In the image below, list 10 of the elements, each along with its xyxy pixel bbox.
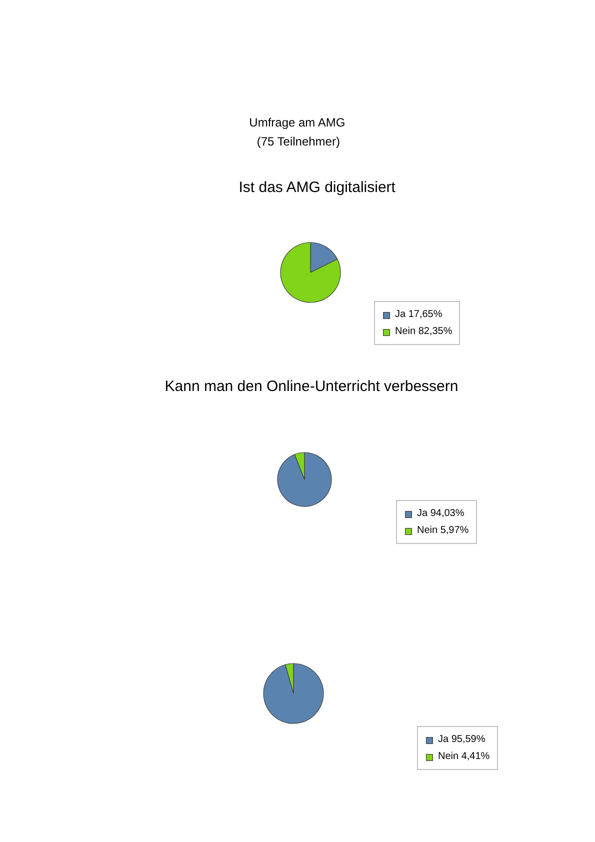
chart-title: Kann man den Online-Unterricht verbessern bbox=[164, 378, 458, 395]
legend-label: Nein 82,35% bbox=[395, 326, 452, 337]
legend-label: Ja 95,59% bbox=[438, 734, 486, 745]
chart-title: Ist das AMG digitalisiert bbox=[238, 179, 396, 196]
legend-label: Nein 5,97% bbox=[417, 525, 469, 536]
legend-label: Nein 4,41% bbox=[438, 751, 490, 762]
text: Umfrage am AMG bbox=[249, 116, 346, 130]
text: (75 Teilnehmer) bbox=[256, 134, 340, 148]
legend-label: Ja 94,03% bbox=[417, 508, 464, 519]
legend-label: Ja 17,65% bbox=[395, 309, 442, 320]
